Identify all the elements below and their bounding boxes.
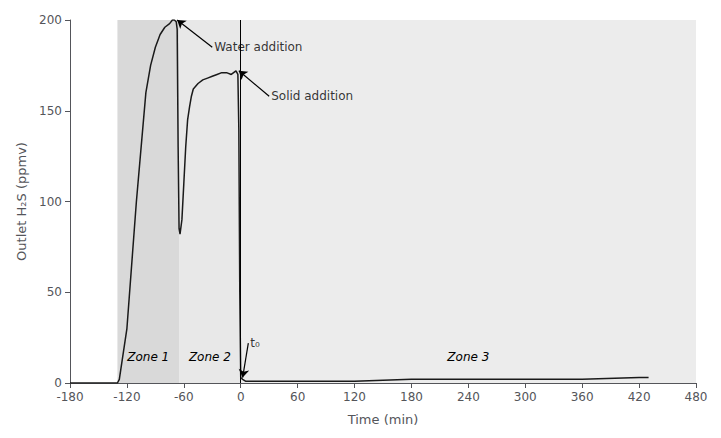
svg-text:-120: -120 xyxy=(113,390,140,404)
svg-text:180: 180 xyxy=(400,390,423,404)
svg-text:Outlet H₂S (ppmv): Outlet H₂S (ppmv) xyxy=(14,142,29,261)
svg-text:-180: -180 xyxy=(56,390,83,404)
svg-text:240: 240 xyxy=(457,390,480,404)
svg-text:-60: -60 xyxy=(174,390,194,404)
svg-text:Time (min): Time (min) xyxy=(347,412,419,427)
svg-text:0: 0 xyxy=(237,390,245,404)
svg-text:50: 50 xyxy=(47,285,62,299)
svg-text:Zone 3: Zone 3 xyxy=(446,350,489,364)
svg-text:100: 100 xyxy=(39,195,62,209)
svg-text:Solid addition: Solid addition xyxy=(271,89,353,103)
svg-text:120: 120 xyxy=(343,390,366,404)
svg-text:Zone 2: Zone 2 xyxy=(188,350,231,364)
svg-text:480: 480 xyxy=(685,390,708,404)
svg-text:60: 60 xyxy=(290,390,305,404)
svg-text:300: 300 xyxy=(514,390,537,404)
svg-text:Zone 1: Zone 1 xyxy=(126,350,169,364)
svg-text:200: 200 xyxy=(39,13,62,27)
svg-text:0: 0 xyxy=(54,376,62,390)
svg-text:360: 360 xyxy=(571,390,594,404)
svg-text:Water addition: Water addition xyxy=(214,40,302,54)
svg-text:t₀: t₀ xyxy=(250,336,260,350)
svg-text:420: 420 xyxy=(628,390,651,404)
svg-text:150: 150 xyxy=(39,104,62,118)
